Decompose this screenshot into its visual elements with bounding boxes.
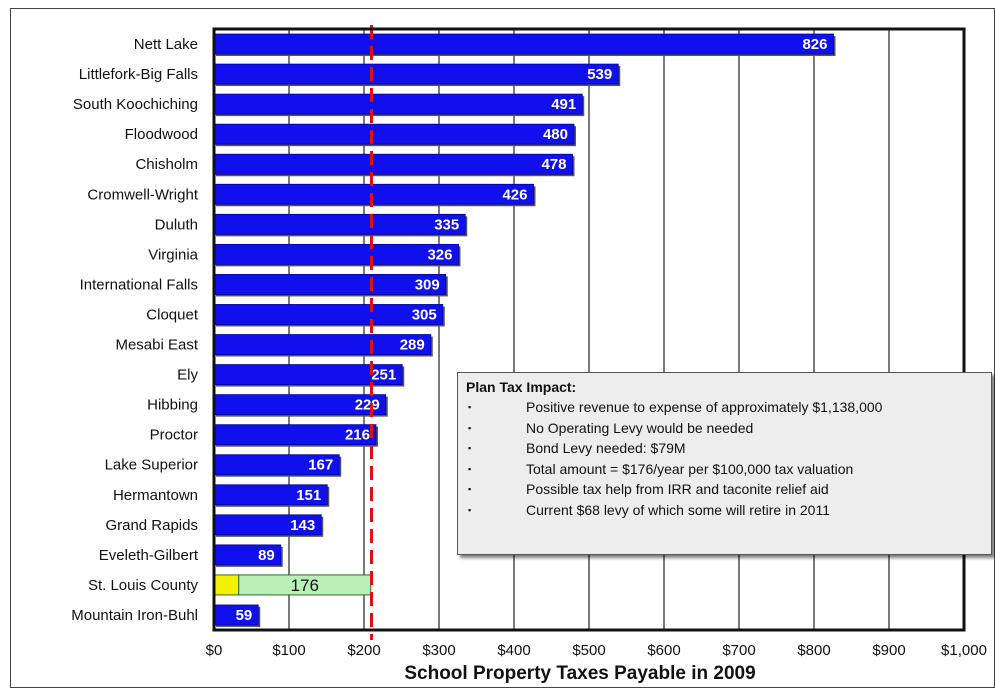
note-item: Current $68 levy of which some will reti…: [466, 500, 983, 521]
category-label: Cromwell-Wright: [87, 186, 198, 203]
category-label: Duluth: [155, 216, 198, 233]
category-label: Cloquet: [146, 306, 199, 323]
x-tick-label: $300: [422, 642, 455, 659]
data-label: 326: [427, 246, 452, 263]
x-tick-label: $400: [497, 642, 530, 659]
category-label: St. Louis County: [88, 577, 199, 594]
data-label: 335: [434, 216, 459, 233]
data-label: 216: [345, 427, 370, 444]
data-label: 426: [502, 186, 527, 203]
category-label: South Koochiching: [73, 96, 198, 113]
x-tick-label: $1,000: [941, 642, 987, 659]
data-label: 539: [587, 66, 612, 83]
bar: [213, 274, 447, 295]
data-label: 480: [543, 126, 568, 143]
category-label: Virginia: [148, 246, 198, 263]
category-label: International Falls: [80, 276, 198, 293]
stacked-segment: [213, 574, 240, 596]
note-item: Total amount = $176/year per $100,000 ta…: [466, 459, 983, 480]
bar: [213, 63, 619, 85]
category-label: Nett Lake: [134, 36, 198, 53]
data-label: 826: [802, 36, 827, 53]
plan-tax-impact-box: Plan Tax Impact: Positive revenue to exp…: [457, 372, 992, 555]
bar: [213, 93, 583, 115]
category-label: Hibbing: [147, 397, 198, 414]
category-label: Ely: [177, 367, 198, 384]
category-label: Lake Superior: [105, 457, 198, 474]
category-label: Floodwood: [125, 126, 198, 143]
bar: [213, 304, 444, 325]
data-label: 59: [236, 607, 253, 624]
category-label: Hermantown: [113, 487, 198, 504]
x-tick-label: $500: [572, 642, 605, 659]
note-title: Plan Tax Impact:: [466, 379, 577, 395]
plot-border: [212, 27, 966, 632]
x-tick-label: $900: [872, 642, 905, 659]
data-label: 251: [371, 367, 396, 384]
bar: [213, 153, 573, 175]
x-tick-label: $0: [206, 642, 223, 659]
category-label: Eveleth-Gilbert: [99, 547, 199, 564]
data-label: 309: [415, 276, 440, 293]
data-label: 289: [400, 337, 425, 354]
data-label: 143: [290, 517, 315, 534]
data-label: 151: [296, 487, 321, 504]
bar: [213, 213, 466, 235]
x-tick-label: $700: [722, 642, 755, 659]
data-label: 305: [412, 306, 437, 323]
x-tick-label: $200: [347, 642, 380, 659]
bar: [213, 334, 432, 355]
stacked-segment-label: 176: [291, 576, 319, 595]
category-label: Grand Rapids: [105, 517, 198, 534]
x-tick-label: $600: [647, 642, 680, 659]
x-axis-title: School Property Taxes Payable in 2009: [404, 663, 755, 684]
category-label: Mesabi East: [115, 337, 198, 354]
x-tick-label: $800: [797, 642, 830, 659]
bar: [213, 243, 459, 265]
note-item: No Operating Levy would be needed: [466, 418, 983, 439]
note-item: Positive revenue to expense of approxima…: [466, 397, 983, 418]
bar: [213, 183, 534, 205]
category-label: Littlefork-Big Falls: [79, 66, 198, 83]
category-label: Chisholm: [135, 156, 198, 173]
note-item: Possible tax help from IRR and taconite …: [466, 479, 983, 500]
bar: [213, 33, 834, 55]
data-label: 478: [541, 156, 566, 173]
note-list: Positive revenue to expense of approxima…: [466, 397, 983, 520]
data-label: 229: [355, 397, 380, 414]
bar: [213, 123, 575, 145]
data-label: 491: [551, 96, 576, 113]
category-label: Proctor: [150, 427, 198, 444]
x-tick-label: $100: [272, 642, 305, 659]
data-label: 167: [308, 457, 333, 474]
category-label: Mountain Iron-Buhl: [71, 607, 198, 624]
note-item: Bond Levy needed: $79M: [466, 438, 983, 459]
data-label: 89: [258, 547, 275, 564]
